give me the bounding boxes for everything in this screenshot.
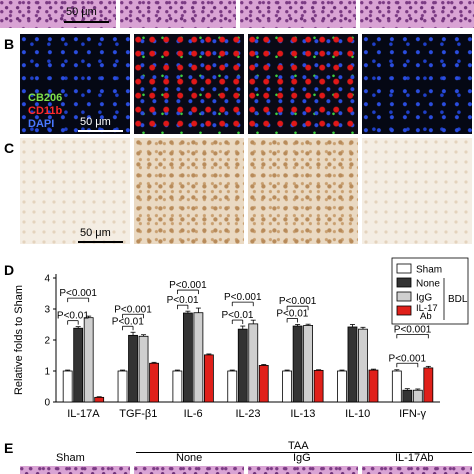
x-category-label: TGF-β1 <box>119 408 157 420</box>
legend-label: IL-17 <box>416 303 438 314</box>
y-tick-label: 2 <box>44 336 50 347</box>
y-tick-label: 1 <box>44 367 50 378</box>
y-axis-label: Relative folds to Sham <box>13 285 25 395</box>
panel-c-tile-1 <box>20 138 130 244</box>
bar-il-17-ab <box>313 369 324 403</box>
panel-b-tile-2 <box>134 34 244 134</box>
bar-igg <box>358 328 368 403</box>
bar-sham <box>172 370 183 403</box>
sig-label: P<0.001 <box>389 353 427 364</box>
panel-a-scale-bar <box>64 21 109 23</box>
sig-label: P<0.001 <box>394 324 432 335</box>
panel-e-tile-1 <box>20 466 130 474</box>
panel-c-letter: C <box>4 140 15 156</box>
bar-sham <box>337 370 347 403</box>
legend-swatch <box>396 291 412 302</box>
x-category-label: IL-6 <box>184 408 203 420</box>
panel-e-tile-4 <box>362 466 472 474</box>
bar-sham <box>391 370 402 403</box>
bar-none <box>182 312 193 403</box>
bar-none <box>347 326 358 403</box>
sig-label: P<0.01 <box>57 311 89 322</box>
panel-e-sub-igg: IgG <box>293 452 311 464</box>
cytokine-bar-chart: 0 1 2 3 4 Relative folds to Sham IL-17A TGF-β1 I… <box>13 257 469 420</box>
panel-b-tile-4 <box>362 34 472 134</box>
panel-e-tile-2 <box>134 466 244 474</box>
panel-a-tile-2 <box>120 0 236 28</box>
bar-none <box>237 328 248 403</box>
bar-sham <box>282 370 293 403</box>
sig-label: P<0.01 <box>112 316 144 327</box>
x-category-label: IL-10 <box>345 408 370 420</box>
bar-igg <box>193 312 204 403</box>
bar-igg <box>138 335 149 403</box>
sig-label: P<0.001 <box>224 292 262 303</box>
panel-d-letter: D <box>4 262 15 278</box>
panel-e-tile-3 <box>248 466 358 474</box>
panel-e-letter: E <box>4 440 14 456</box>
sig-label: P<0.01 <box>276 309 308 320</box>
panel-c-tile-2 <box>134 138 244 244</box>
bar-il-17-ab <box>258 365 269 403</box>
panel-a-tile-1 <box>0 0 116 28</box>
bar-igg <box>248 323 259 403</box>
x-category-label: IL-17A <box>67 408 100 420</box>
panel-e-sub-none: None <box>176 452 203 464</box>
sig-label: P<0.001 <box>114 304 152 315</box>
bar-il-17-ab <box>203 354 214 403</box>
panel-b-scale-bar <box>78 130 123 132</box>
bar-none <box>292 325 303 403</box>
bar-il-17-ab <box>149 362 159 403</box>
sig-label: P<0.001 <box>169 280 207 291</box>
x-category-label: IL-23 <box>235 408 260 420</box>
bar-igg <box>412 389 423 403</box>
legend-label: Sham <box>416 265 442 276</box>
sig-label: P<0.01 <box>222 310 254 321</box>
legend-label: IgG <box>416 293 432 304</box>
panel-b-scale-label: 50 μm <box>80 116 111 128</box>
bar-none <box>128 334 138 403</box>
legend-label-cont: Ab <box>420 311 432 322</box>
panel-c-scale-bar <box>78 241 123 243</box>
sig-label: P<0.001 <box>59 288 97 299</box>
panel-c-tile-3 <box>248 138 358 244</box>
panel-e-group-line <box>136 452 472 453</box>
y-tick-label: 4 <box>44 274 50 285</box>
sig-label: P<0.01 <box>167 295 199 306</box>
bar-none <box>73 327 84 403</box>
bar-sham <box>117 370 128 403</box>
panel-b-letter: B <box>4 36 15 52</box>
panel-a-tile-3 <box>240 0 356 28</box>
stain-label-dapi: DAPI <box>28 118 55 130</box>
stain-label-cb206: CB206 <box>28 92 63 104</box>
panel-c-scale-label: 50 μm <box>80 227 111 239</box>
panel-e-sub-il17ab: IL-17Ab <box>395 452 434 464</box>
legend-swatch <box>396 277 412 288</box>
bar-sham <box>227 370 238 403</box>
y-tick-label: 3 <box>44 305 50 316</box>
legend-label: None <box>416 279 440 290</box>
x-category-label: IFN-γ <box>399 408 426 420</box>
bar-none <box>402 389 413 403</box>
legend-swatch <box>396 263 412 274</box>
bar-il-17-ab <box>423 367 434 403</box>
bar-igg <box>303 325 314 403</box>
panel-a-scale-label: 50 μm <box>66 6 97 18</box>
bar-sham <box>62 370 73 403</box>
sig-label: P<0.001 <box>279 296 317 307</box>
legend-swatch <box>396 305 412 316</box>
panel-a-tile-4 <box>360 0 474 28</box>
panel-b-tile-3 <box>248 34 358 134</box>
panel-b-tile-1 <box>20 34 130 134</box>
x-category-label: IL-13 <box>290 408 315 420</box>
bar-igg <box>83 317 94 403</box>
y-tick-label: 0 <box>44 398 50 409</box>
bar-il-17-ab <box>94 396 105 403</box>
panel-e-group-label: TAA <box>288 440 309 452</box>
panel-e-sham-label: Sham <box>56 452 85 464</box>
stain-label-cd11b: CD11b <box>28 105 63 117</box>
legend-group-label: BDL <box>448 294 468 305</box>
panel-c-tile-4 <box>362 138 472 244</box>
bar-il-17-ab <box>368 369 379 403</box>
